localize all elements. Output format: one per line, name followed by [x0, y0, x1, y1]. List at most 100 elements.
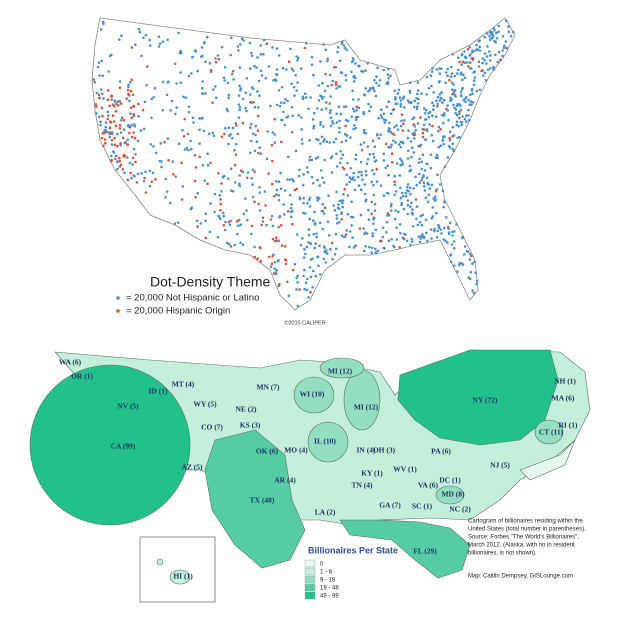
- dot: [477, 60, 481, 63]
- dot: [328, 234, 331, 237]
- dot: [256, 257, 259, 261]
- dot: [455, 123, 459, 127]
- dot: [443, 98, 446, 102]
- dot: [485, 62, 488, 65]
- dot: [438, 99, 442, 102]
- dot: [305, 245, 309, 249]
- state-label: TN (4): [351, 481, 373, 490]
- dot: [323, 206, 327, 209]
- dot: [239, 241, 242, 245]
- state-label: CT (11): [539, 428, 564, 437]
- dot: [471, 57, 475, 60]
- dot: [113, 99, 117, 102]
- dot: [114, 154, 118, 158]
- dot: [273, 261, 277, 264]
- caption-line: Cartogram of billionaires residing withi…: [468, 519, 583, 525]
- dot: [432, 229, 436, 233]
- dot: [339, 150, 342, 153]
- dot: [323, 138, 326, 141]
- dot: [503, 44, 506, 47]
- dot: [418, 157, 421, 161]
- dot: [351, 107, 355, 110]
- dot: [430, 133, 434, 137]
- dot: [384, 118, 388, 122]
- dot: [465, 61, 469, 64]
- dot: [308, 205, 312, 208]
- dot: [201, 116, 204, 120]
- dot: [129, 89, 133, 93]
- dot: [452, 246, 456, 250]
- dot: [431, 206, 435, 209]
- dot: [360, 170, 363, 174]
- dot: [419, 214, 423, 218]
- dot: [113, 136, 116, 140]
- dot: [265, 42, 269, 45]
- dot: [411, 212, 415, 216]
- dot: [258, 94, 261, 97]
- dot: [245, 209, 248, 212]
- dot: [318, 244, 321, 248]
- dot: [382, 68, 386, 72]
- dot: [275, 239, 278, 243]
- dot: [289, 47, 292, 51]
- dot: [465, 56, 468, 60]
- dot: [478, 39, 481, 42]
- dot: [253, 255, 256, 259]
- dot: [425, 176, 429, 179]
- dot: [95, 111, 98, 115]
- dot: [411, 225, 415, 228]
- dot: [439, 96, 443, 100]
- dot: [129, 81, 132, 84]
- dot: [436, 95, 440, 99]
- caption-line: United States (total number in parenthes…: [468, 527, 586, 533]
- dot: [444, 81, 447, 85]
- dot: [502, 46, 506, 50]
- dot: [393, 174, 397, 178]
- dot: [316, 107, 319, 110]
- dot: [446, 109, 450, 112]
- dot: [333, 253, 337, 256]
- dot: [399, 105, 403, 108]
- dot: [212, 88, 215, 91]
- legend-swatch: [304, 591, 316, 600]
- dot: [446, 156, 450, 159]
- dot: [305, 288, 309, 292]
- dot: [228, 223, 232, 227]
- dot: [466, 48, 470, 51]
- dot: [142, 36, 145, 40]
- dot: [469, 100, 473, 103]
- dot: [303, 268, 306, 272]
- dot: [389, 112, 393, 115]
- dot: [442, 142, 445, 146]
- dot: [130, 135, 134, 139]
- dot: [393, 193, 396, 197]
- dot: [275, 236, 278, 239]
- dot: [273, 267, 276, 271]
- dot: [378, 239, 382, 243]
- dot: [455, 223, 458, 226]
- dot: [407, 129, 410, 132]
- dot: [360, 69, 363, 73]
- dot: [196, 191, 199, 195]
- dot: [420, 178, 423, 182]
- dot: [408, 164, 412, 168]
- state-label: NH (1): [554, 377, 576, 386]
- dot: [339, 71, 343, 74]
- dot: [372, 172, 376, 176]
- dot: [472, 79, 476, 82]
- dot: [322, 140, 325, 143]
- dot: [273, 141, 277, 144]
- dot: [336, 46, 340, 49]
- dot: [448, 78, 451, 82]
- dot: [469, 67, 472, 70]
- dot: [107, 70, 110, 73]
- dot: [406, 157, 410, 160]
- dot: [344, 105, 348, 108]
- dot: [142, 179, 146, 183]
- state-label: MN (7): [256, 383, 280, 392]
- dot: [444, 71, 448, 74]
- dot: [357, 64, 360, 68]
- dot: [303, 92, 307, 95]
- cartogram: WA (6) OR (1) ID (1) MT (4) NV (5) WY (5) CA (…: [29, 349, 591, 603]
- dot: [452, 134, 456, 137]
